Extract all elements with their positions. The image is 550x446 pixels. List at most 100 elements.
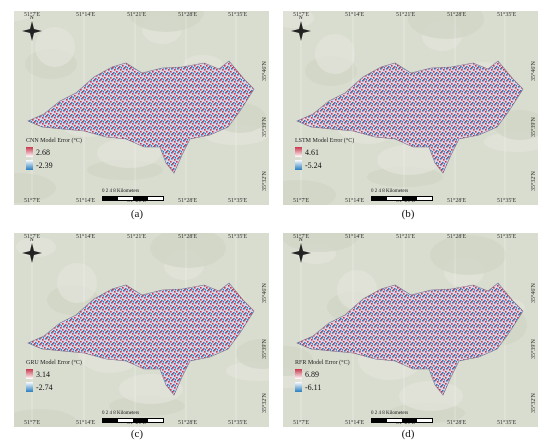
lat-tick-label: 35°39'N [262,117,268,137]
north-label: N [30,16,34,21]
lon-tick-label: 51°14'E [76,198,96,204]
study-area-error-raster [27,60,255,174]
lon-tick-label: 51°14'E [345,198,365,204]
error-legend: CNN Model Error (°C) 2.68 -2.39 [26,138,82,170]
legend-swatch-min [295,382,302,392]
lon-tick-label: 51°21'E [396,12,416,18]
lon-tick-label: 51°28'E [447,12,467,18]
lat-tick-label: 35°46'N [262,61,268,81]
lon-tick-label: 51°14'E [345,234,365,240]
legend-swatch-max [26,369,33,379]
lon-tick-label: 51°35'E [497,12,517,18]
lon-tick-label: 51°14'E [345,420,365,426]
lat-tick-label: 35°46'N [531,283,537,303]
map-panel-c: N 51°7'E 51°7'E 51°14'E 51°14'E 51°21'E 51°21'… [14,233,269,427]
lat-tick-label: 35°39'N [262,339,268,359]
error-legend: GRU Model Error (°C) 3.14 -2.74 [26,360,82,392]
caption-c: (c) [130,428,144,440]
study-area-error-raster [296,282,524,396]
lat-tick-label: 35°39'N [531,117,537,137]
north-arrow-icon: N [291,16,311,41]
legend-title: LSTM Model Error (°C) [295,138,355,144]
error-legend: RFR Model Error (°C) 6.89 -6.11 [295,360,350,392]
map-panel-a: N 51°7'E 51°7'E 51°14'E 51°14'E 51°21'E 51°21'… [14,11,269,205]
map-panel-b: N 51°7'E 51°7'E 51°14'E 51°14'E 51°21'E 51°21'… [283,11,538,205]
error-legend: LSTM Model Error (°C) 4.61 -5.24 [295,138,354,170]
scale-bar: 0 2 4 8 Kilometers [102,189,182,203]
north-arrow-icon: N [22,16,42,41]
scale-labels: 0 2 4 8 Kilometers [371,189,409,194]
lon-tick-label: 51°28'E [178,198,198,204]
error-map: N [283,233,527,427]
lon-tick-label: 51°28'E [178,234,198,240]
legend-swatch-min [26,382,33,392]
scale-labels: 0 2 4 8 Kilometers [102,189,140,194]
north-arrow-icon: N [22,238,42,263]
caption-b: (b) [401,208,415,220]
legend-swatch-max [295,147,302,157]
legend-swatch-min [26,160,33,170]
lat-tick-label: 35°39'N [531,339,537,359]
lon-tick-label: 51°7'E [24,12,41,18]
lon-tick-label: 51°21'E [396,420,416,426]
lon-tick-label: 51°21'E [127,12,147,18]
lon-tick-label: 51°7'E [293,234,310,240]
legend-min: -5.24 [305,160,322,170]
legend-title: GRU Model Error (°C) [26,360,82,366]
lon-tick-label: 51°35'E [228,420,248,426]
lon-tick-label: 51°35'E [497,234,517,240]
lat-tick-label: 35°46'N [531,61,537,81]
north-arrow-icon: N [291,238,311,263]
lon-tick-label: 51°14'E [76,234,96,240]
legend-max: 6.89 [305,369,319,379]
lon-tick-label: 51°28'E [447,420,467,426]
lat-tick-label: 35°32'N [531,171,537,191]
legend-min: -2.39 [36,160,53,170]
north-label: N [299,238,303,243]
study-area-error-raster [296,60,524,174]
caption-a: (a) [130,208,144,220]
legend-title: RFR Model Error (°C) [295,360,350,366]
lon-tick-label: 51°35'E [228,234,248,240]
error-map: N [14,11,268,205]
north-label: N [299,16,303,21]
lon-tick-label: 51°14'E [345,12,365,18]
legend-max: 4.61 [305,147,319,157]
lon-tick-label: 51°21'E [396,198,416,204]
lon-tick-label: 51°7'E [24,198,41,204]
legend-max: 3.14 [36,369,50,379]
scale-labels: 0 2 4 8 Kilometers [371,411,409,416]
scale-labels: 0 2 4 8 Kilometers [102,411,140,416]
lon-tick-label: 51°35'E [497,420,517,426]
legend-min: -6.11 [305,382,322,392]
legend-min: -2.74 [36,382,53,392]
lon-tick-label: 51°35'E [228,198,248,204]
lon-tick-label: 51°35'E [228,12,248,18]
lat-tick-label: 35°32'N [531,393,537,413]
legend-swatch-max [295,369,302,379]
lon-tick-label: 51°14'E [76,12,96,18]
lat-tick-label: 35°32'N [262,393,268,413]
lon-tick-label: 51°35'E [497,198,517,204]
legend-max: 2.68 [36,147,50,157]
error-map: N [14,233,269,427]
legend-swatch-max [26,147,33,157]
lat-tick-label: 35°32'N [262,171,268,191]
legend-title: CNN Model Error (°C) [26,138,82,144]
scale-bar: 0 2 4 8 Kilometers [371,411,451,425]
lon-tick-label: 51°28'E [178,420,198,426]
lon-tick-label: 51°21'E [127,234,147,240]
caption-d: (d) [401,428,415,440]
legend-swatch-min [295,160,302,170]
lon-tick-label: 51°7'E [293,198,310,204]
lat-tick-label: 35°46'N [262,283,268,303]
study-area-error-raster [27,282,255,396]
lon-tick-label: 51°7'E [24,234,41,240]
scale-bar: 0 2 4 8 Kilometers [102,411,182,425]
lon-tick-label: 51°28'E [178,12,198,18]
lon-tick-label: 51°7'E [293,12,310,18]
north-label: N [30,238,34,243]
error-map: N [283,11,538,205]
lon-tick-label: 51°21'E [396,234,416,240]
lon-tick-label: 51°21'E [127,420,147,426]
